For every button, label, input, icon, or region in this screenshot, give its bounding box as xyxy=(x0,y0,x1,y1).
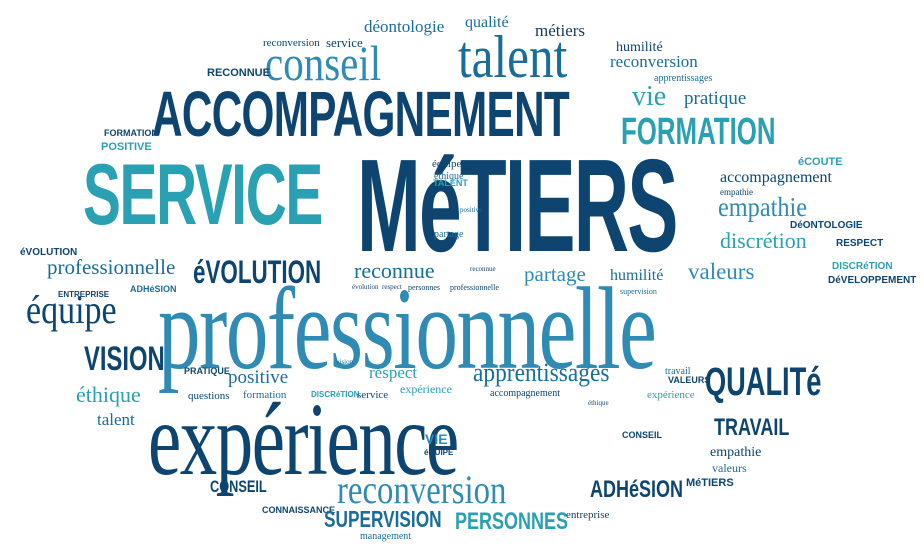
word: VISION xyxy=(84,340,165,378)
word: reconnue xyxy=(470,265,496,273)
word: positive xyxy=(460,206,483,214)
word: personnes xyxy=(408,283,440,292)
word: éQUIPE xyxy=(424,448,454,457)
word: éCOUTE xyxy=(798,156,843,168)
word: DéONTOLOGIE xyxy=(790,220,863,231)
word: FORMATION xyxy=(621,111,776,153)
word: VALEURS xyxy=(668,375,711,385)
word: questions xyxy=(188,390,230,402)
word: reconversion xyxy=(263,37,320,49)
word: éVOLUTION xyxy=(20,247,78,258)
word: professionnelle xyxy=(158,263,657,394)
word: travail xyxy=(665,366,691,377)
word: RESPECT xyxy=(836,238,884,249)
word: positive xyxy=(228,367,289,388)
word: talent xyxy=(458,24,568,90)
word: partage xyxy=(434,229,464,240)
word: reconversion xyxy=(337,467,507,512)
word: pratique xyxy=(684,88,747,109)
word: QUALITé xyxy=(705,360,822,404)
word: FORMATION xyxy=(104,128,158,138)
word: DISCRéTION xyxy=(832,261,893,272)
word: ADHéSION xyxy=(130,284,177,294)
word: éthique xyxy=(434,171,464,182)
word: service xyxy=(357,389,389,401)
word: humilité xyxy=(610,267,664,284)
word: CONSEIL xyxy=(210,477,267,496)
word: professionnelle xyxy=(47,255,176,279)
word: ADHéSION xyxy=(590,476,684,503)
word: supervision xyxy=(620,287,657,296)
word: valeurs xyxy=(712,461,747,475)
word: CONSEIL xyxy=(622,430,663,440)
word: valeurs xyxy=(688,259,755,284)
word: MéTIERS xyxy=(686,477,734,489)
word: vie xyxy=(632,81,667,112)
word: service xyxy=(326,35,363,50)
word: management xyxy=(360,531,412,542)
word: accompagnement xyxy=(490,388,560,399)
word: MéTIERS xyxy=(357,132,678,279)
word: expérience xyxy=(647,389,695,401)
word: humilité xyxy=(616,40,663,55)
word: empathie xyxy=(710,445,762,460)
word: équipe xyxy=(26,287,117,332)
word: CONNAISSANCE xyxy=(262,505,336,515)
word: professionnelle xyxy=(450,283,499,292)
word: éthique xyxy=(588,399,609,407)
word: partage xyxy=(524,262,586,286)
word: formation xyxy=(243,389,287,401)
word: empathie xyxy=(720,187,753,197)
word: accompagnement xyxy=(720,169,832,186)
word: reconversion xyxy=(610,52,698,71)
word: métiers xyxy=(535,21,586,40)
word: reconnue xyxy=(354,258,435,283)
word: DISCRéTION xyxy=(311,390,360,399)
word: évolution xyxy=(352,283,379,291)
word: expérience xyxy=(148,382,459,497)
word: VIE xyxy=(425,431,448,447)
word: éVOLUTION xyxy=(193,254,322,290)
word: respect xyxy=(382,283,402,291)
word: PERSONNES xyxy=(455,508,569,535)
word: talent xyxy=(97,410,135,429)
word: ACCOMPAGNEMENT xyxy=(152,78,570,150)
word: équipe xyxy=(432,158,462,170)
word: TALENT xyxy=(433,178,468,188)
word: entreprise xyxy=(566,509,610,521)
word: discrétion xyxy=(720,228,807,253)
word: DéVELOPPEMENT xyxy=(828,275,917,286)
word: SERVICE xyxy=(83,147,323,243)
word: PRATIQUE xyxy=(184,366,230,376)
word: TRAVAIL xyxy=(714,414,790,441)
word: empathie xyxy=(718,192,808,222)
word: respect xyxy=(369,363,418,382)
word: conseil xyxy=(265,35,382,91)
word: POSITIVE xyxy=(101,141,152,153)
word: vision xyxy=(336,358,354,366)
word: déontologie xyxy=(364,17,445,36)
word: éthique xyxy=(76,382,141,407)
word: RECONNUE xyxy=(207,67,270,79)
word: SUPERVISION xyxy=(324,506,442,532)
word: qualité xyxy=(465,14,509,31)
word: apprentissages xyxy=(654,73,713,84)
word: ENTREPRISE xyxy=(58,290,110,299)
word: expérience xyxy=(400,382,452,396)
word: apprentissages xyxy=(473,358,610,387)
